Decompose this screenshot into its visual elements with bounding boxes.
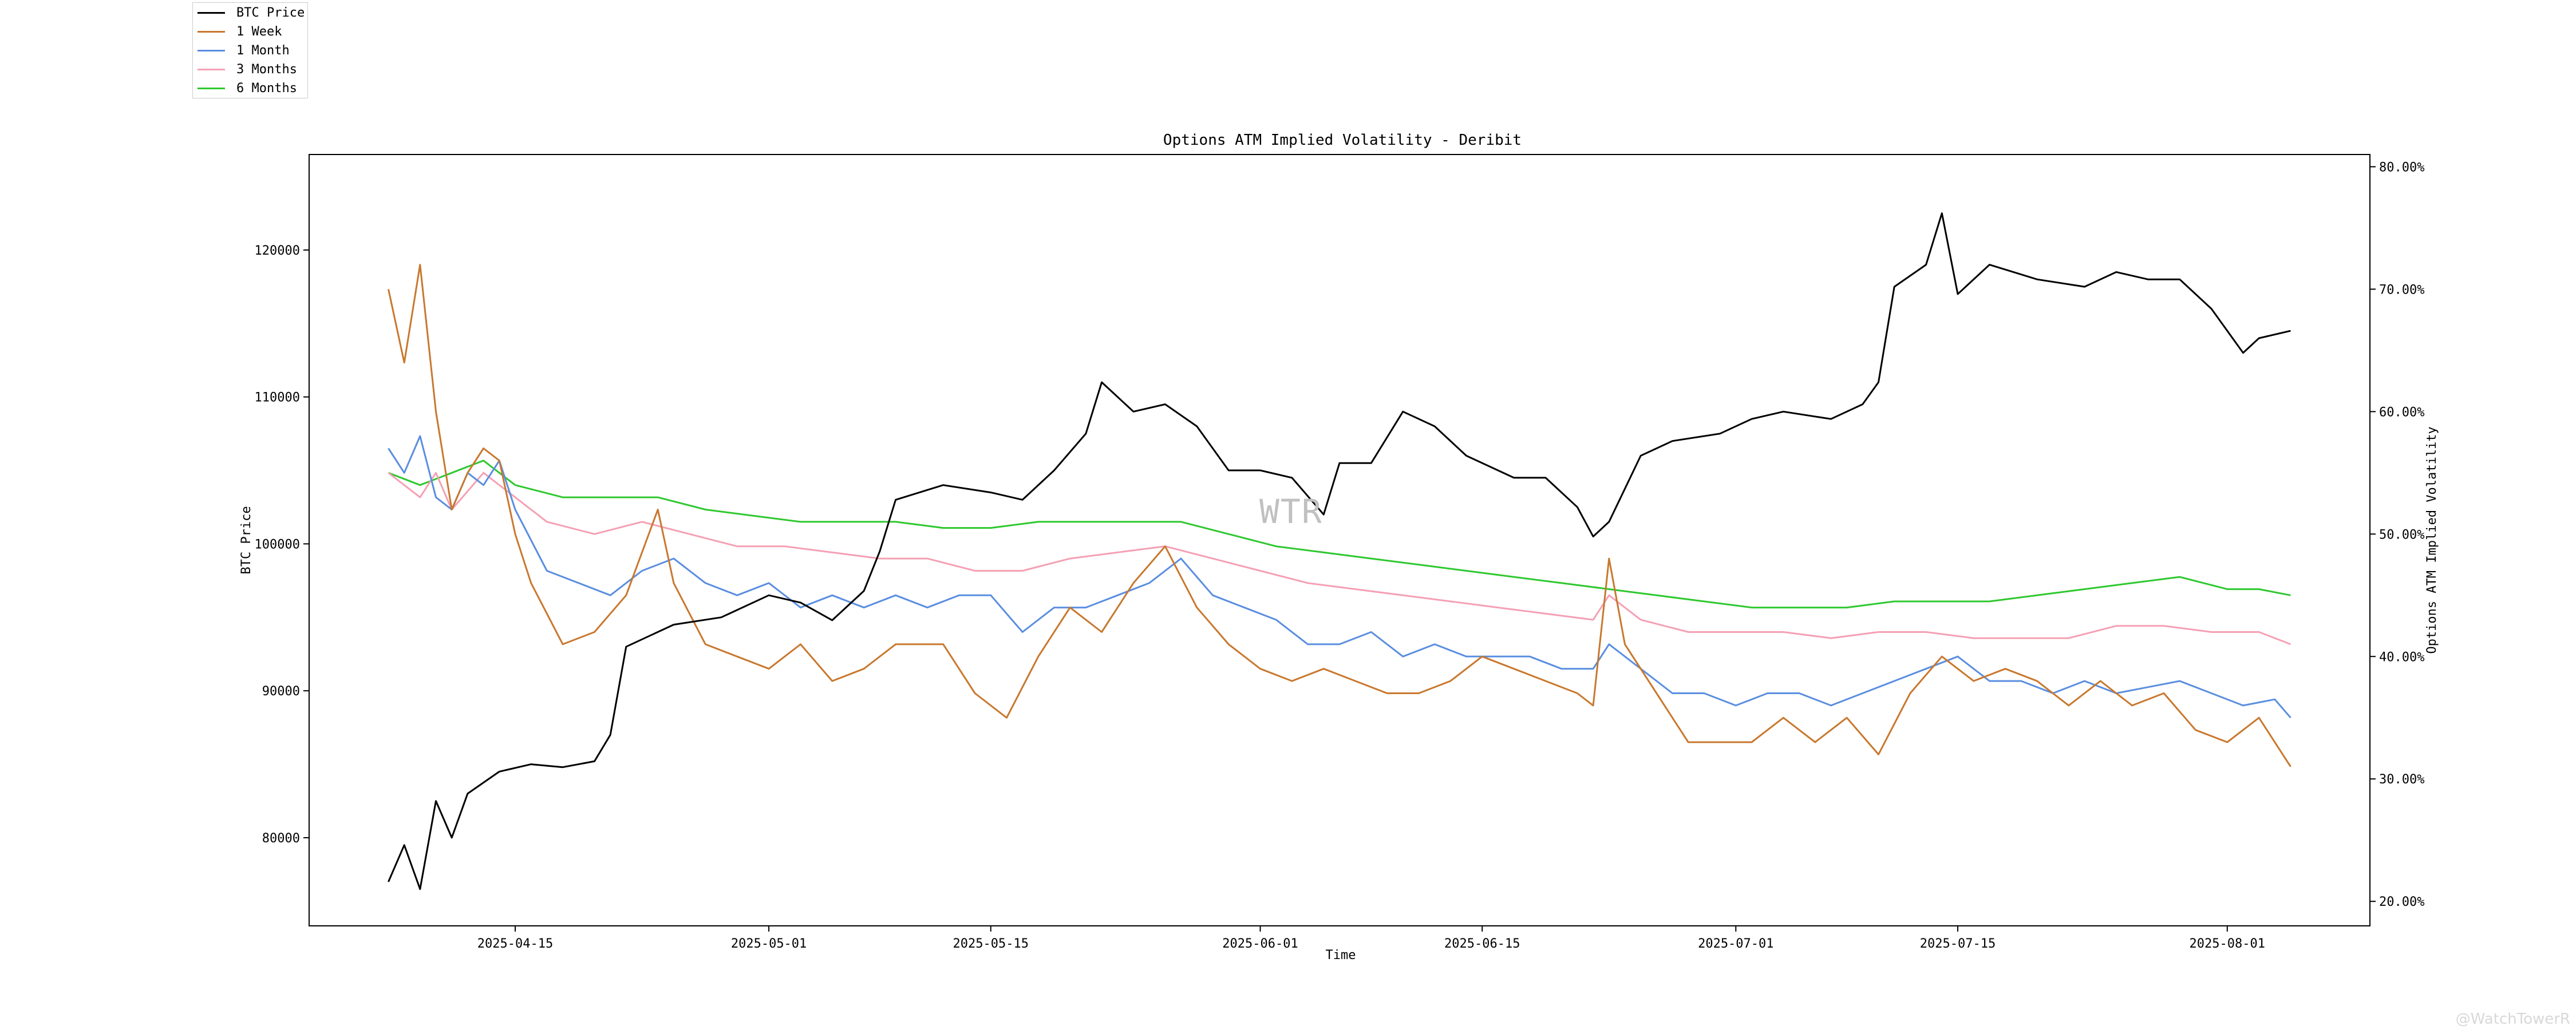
y-right-tick-label: 20.00% [2379, 895, 2424, 909]
y-left-tick-label: 90000 [262, 684, 300, 699]
y-axis-right-label: Options ATM Implied Volatility [2425, 426, 2439, 653]
legend-label-3-months: 3 Months [236, 62, 297, 77]
legend-swatch-btc-price [197, 11, 225, 14]
legend-swatch-3-months [197, 68, 225, 70]
series-line-1-month [388, 435, 2291, 719]
legend-label-1-month: 1 Month [236, 43, 290, 58]
y-left-tick-label: 120000 [255, 244, 300, 258]
series-line-btc-price [388, 212, 2291, 890]
legend-item-6-months: 6 Months [197, 80, 297, 97]
plot-frame [309, 154, 2370, 926]
y-left-tick-label: 80000 [262, 831, 300, 846]
x-tick-label: 2025-05-15 [953, 937, 1029, 951]
y-axis-left-label: BTC Price [239, 506, 254, 574]
x-tick-label: 2025-06-01 [1222, 937, 1298, 951]
legend-label-btc-price: BTC Price [236, 5, 305, 20]
y-right-tick-label: 30.00% [2379, 772, 2424, 787]
y-right-tick-label: 60.00% [2379, 405, 2424, 419]
x-tick-label: 2025-08-01 [2190, 937, 2265, 951]
series-layer [388, 212, 2291, 890]
credit-watermark: @WatchTowerR [2455, 1011, 2570, 1028]
y-left-tick-label: 100000 [255, 537, 300, 552]
legend-swatch-1-month [197, 49, 225, 52]
x-tick-label: 2025-07-15 [1920, 937, 1996, 951]
legend-item-3-months: 3 Months [197, 61, 297, 78]
y-right-tick-label: 50.00% [2379, 528, 2424, 542]
x-tick-label: 2025-07-01 [1698, 937, 1773, 951]
y-right-tick-label: 70.00% [2379, 283, 2424, 297]
legend-label-1-week: 1 Week [236, 24, 282, 39]
legend: BTC Price 1 Week 1 Month 3 Months 6 Mont… [192, 2, 308, 98]
x-tick-label: 2025-05-01 [731, 937, 807, 951]
x-axis-label: Time [1326, 948, 1356, 962]
legend-item-1-month: 1 Month [197, 42, 290, 59]
legend-label-6-months: 6 Months [236, 81, 297, 96]
ticks-layer: 2025-04-15 2025-05-01 2025-05-15 2025-06-01… [255, 160, 2425, 951]
series-line-1-week [388, 264, 2291, 767]
legend-swatch-6-months [197, 87, 225, 89]
y-right-tick-label: 80.00% [2379, 160, 2424, 175]
legend-item-btc-price: BTC Price [197, 4, 305, 21]
series-line-6-months [388, 459, 2291, 609]
x-tick-label: 2025-06-15 [1444, 937, 1520, 951]
legend-swatch-1-week [197, 30, 225, 33]
series-line-3-months [388, 472, 2291, 645]
y-right-tick-label: 40.00% [2379, 650, 2424, 664]
x-tick-label: 2025-04-15 [477, 937, 553, 951]
legend-item-1-week: 1 Week [197, 23, 282, 40]
watermark: WTR [1259, 492, 1323, 531]
y-left-tick-label: 110000 [255, 391, 300, 405]
chart-title: Options ATM Implied Volatility - Deribit [1163, 132, 1522, 149]
